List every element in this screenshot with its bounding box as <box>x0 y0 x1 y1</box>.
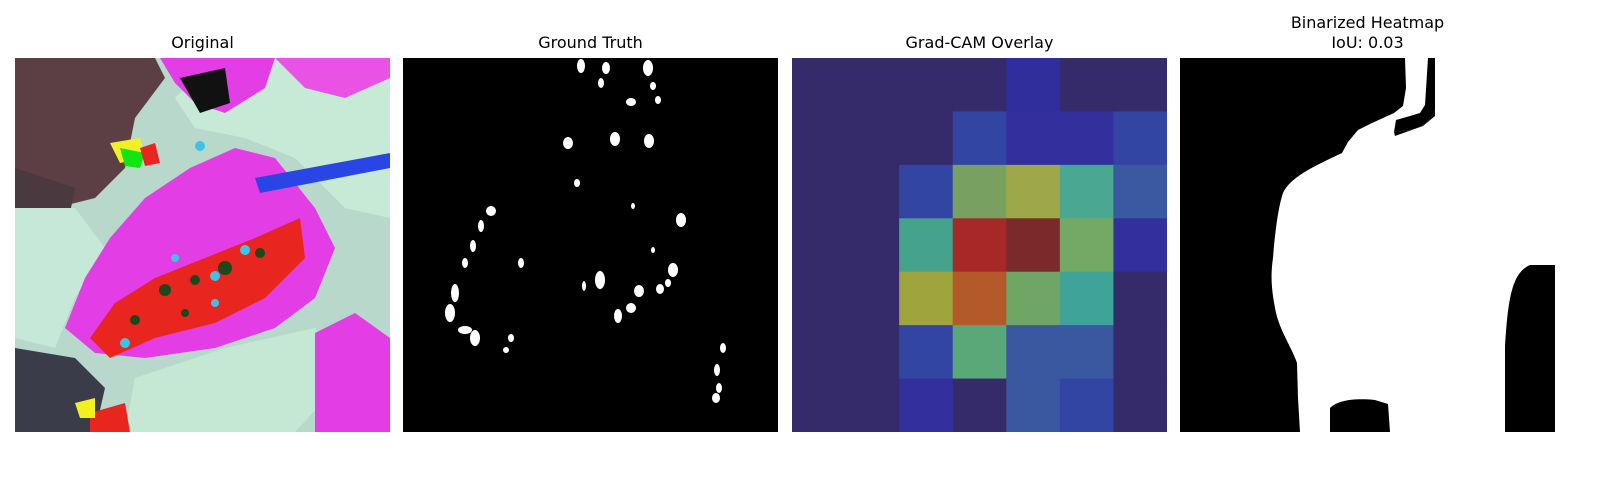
heatmap-cell <box>845 271 900 326</box>
heatmap-cell <box>952 164 1007 219</box>
heatmap-cell <box>899 271 954 326</box>
heatmap-cell <box>1113 271 1167 326</box>
heatmap-cell <box>845 111 900 166</box>
heatmap-cell <box>792 271 847 326</box>
heatmap-cell <box>1113 164 1167 219</box>
binarized-heatmap-mask <box>1180 58 1555 432</box>
heatmap-cell <box>899 325 954 380</box>
panel-title: Binarized Heatmap <box>1290 13 1445 32</box>
heatmap-cell <box>792 111 847 166</box>
heatmap-cell <box>899 58 954 113</box>
heatmap-cell <box>1113 111 1167 166</box>
heatmap-cell <box>1059 164 1115 219</box>
original-image <box>15 58 390 432</box>
heatmap-cell <box>1006 378 1061 432</box>
panel-title: Grad-CAM Overlay <box>905 33 1054 52</box>
heatmap-cell <box>792 58 847 113</box>
heatmap-cell <box>1059 271 1115 326</box>
heatmap-cell <box>1006 111 1061 166</box>
heatmap-cell <box>1006 58 1061 113</box>
heatmap-cell <box>1059 325 1115 380</box>
heatmap-cell <box>899 218 954 273</box>
heatmap-cell <box>792 218 847 273</box>
heatmap-cell <box>952 111 1007 166</box>
heatmap-cell <box>952 378 1007 432</box>
panel-original: Original <box>15 0 390 500</box>
heatmap-cell <box>1059 218 1115 273</box>
heatmap-cell <box>845 58 900 113</box>
heatmap-cell <box>845 378 900 432</box>
heatmap-cell <box>1006 164 1061 219</box>
heatmap-cell <box>1006 325 1061 380</box>
heatmap-cell <box>1113 325 1167 380</box>
heatmap-cell <box>845 164 900 219</box>
panel-ground-truth: Ground Truth <box>403 0 778 500</box>
heatmap-cell <box>1113 58 1167 113</box>
iou-label: IoU: 0.03 <box>1331 33 1404 52</box>
heatmap-cell <box>1006 218 1061 273</box>
panel-gradcam-overlay: Grad-CAM Overlay <box>792 0 1167 500</box>
panel-title: Original <box>171 33 234 52</box>
heatmap-cell <box>1059 58 1115 113</box>
heatmap-cell <box>792 378 847 432</box>
heatmap-cell <box>845 325 900 380</box>
heatmap-cell <box>899 164 954 219</box>
heatmap-cell <box>952 58 1007 113</box>
heatmap-cell <box>952 271 1007 326</box>
heatmap-cell <box>1113 378 1167 432</box>
heatmap-cell <box>1059 111 1115 166</box>
heatmap-cell <box>952 325 1007 380</box>
panel-binarized-heatmap: Binarized Heatmap IoU: 0.03 <box>1180 0 1555 500</box>
heatmap-cell <box>1006 271 1061 326</box>
panel-title: Ground Truth <box>538 33 643 52</box>
gradcam-heatmap <box>792 58 1167 432</box>
heatmap-cell <box>1059 378 1115 432</box>
heatmap-cell <box>899 111 954 166</box>
heatmap-cell <box>792 325 847 380</box>
heatmap-cell <box>1113 218 1167 273</box>
heatmap-cell <box>952 218 1007 273</box>
heatmap-cell <box>792 164 847 219</box>
heatmap-cell <box>899 378 954 432</box>
heatmap-cell <box>845 218 900 273</box>
ground-truth-mask <box>403 58 778 432</box>
